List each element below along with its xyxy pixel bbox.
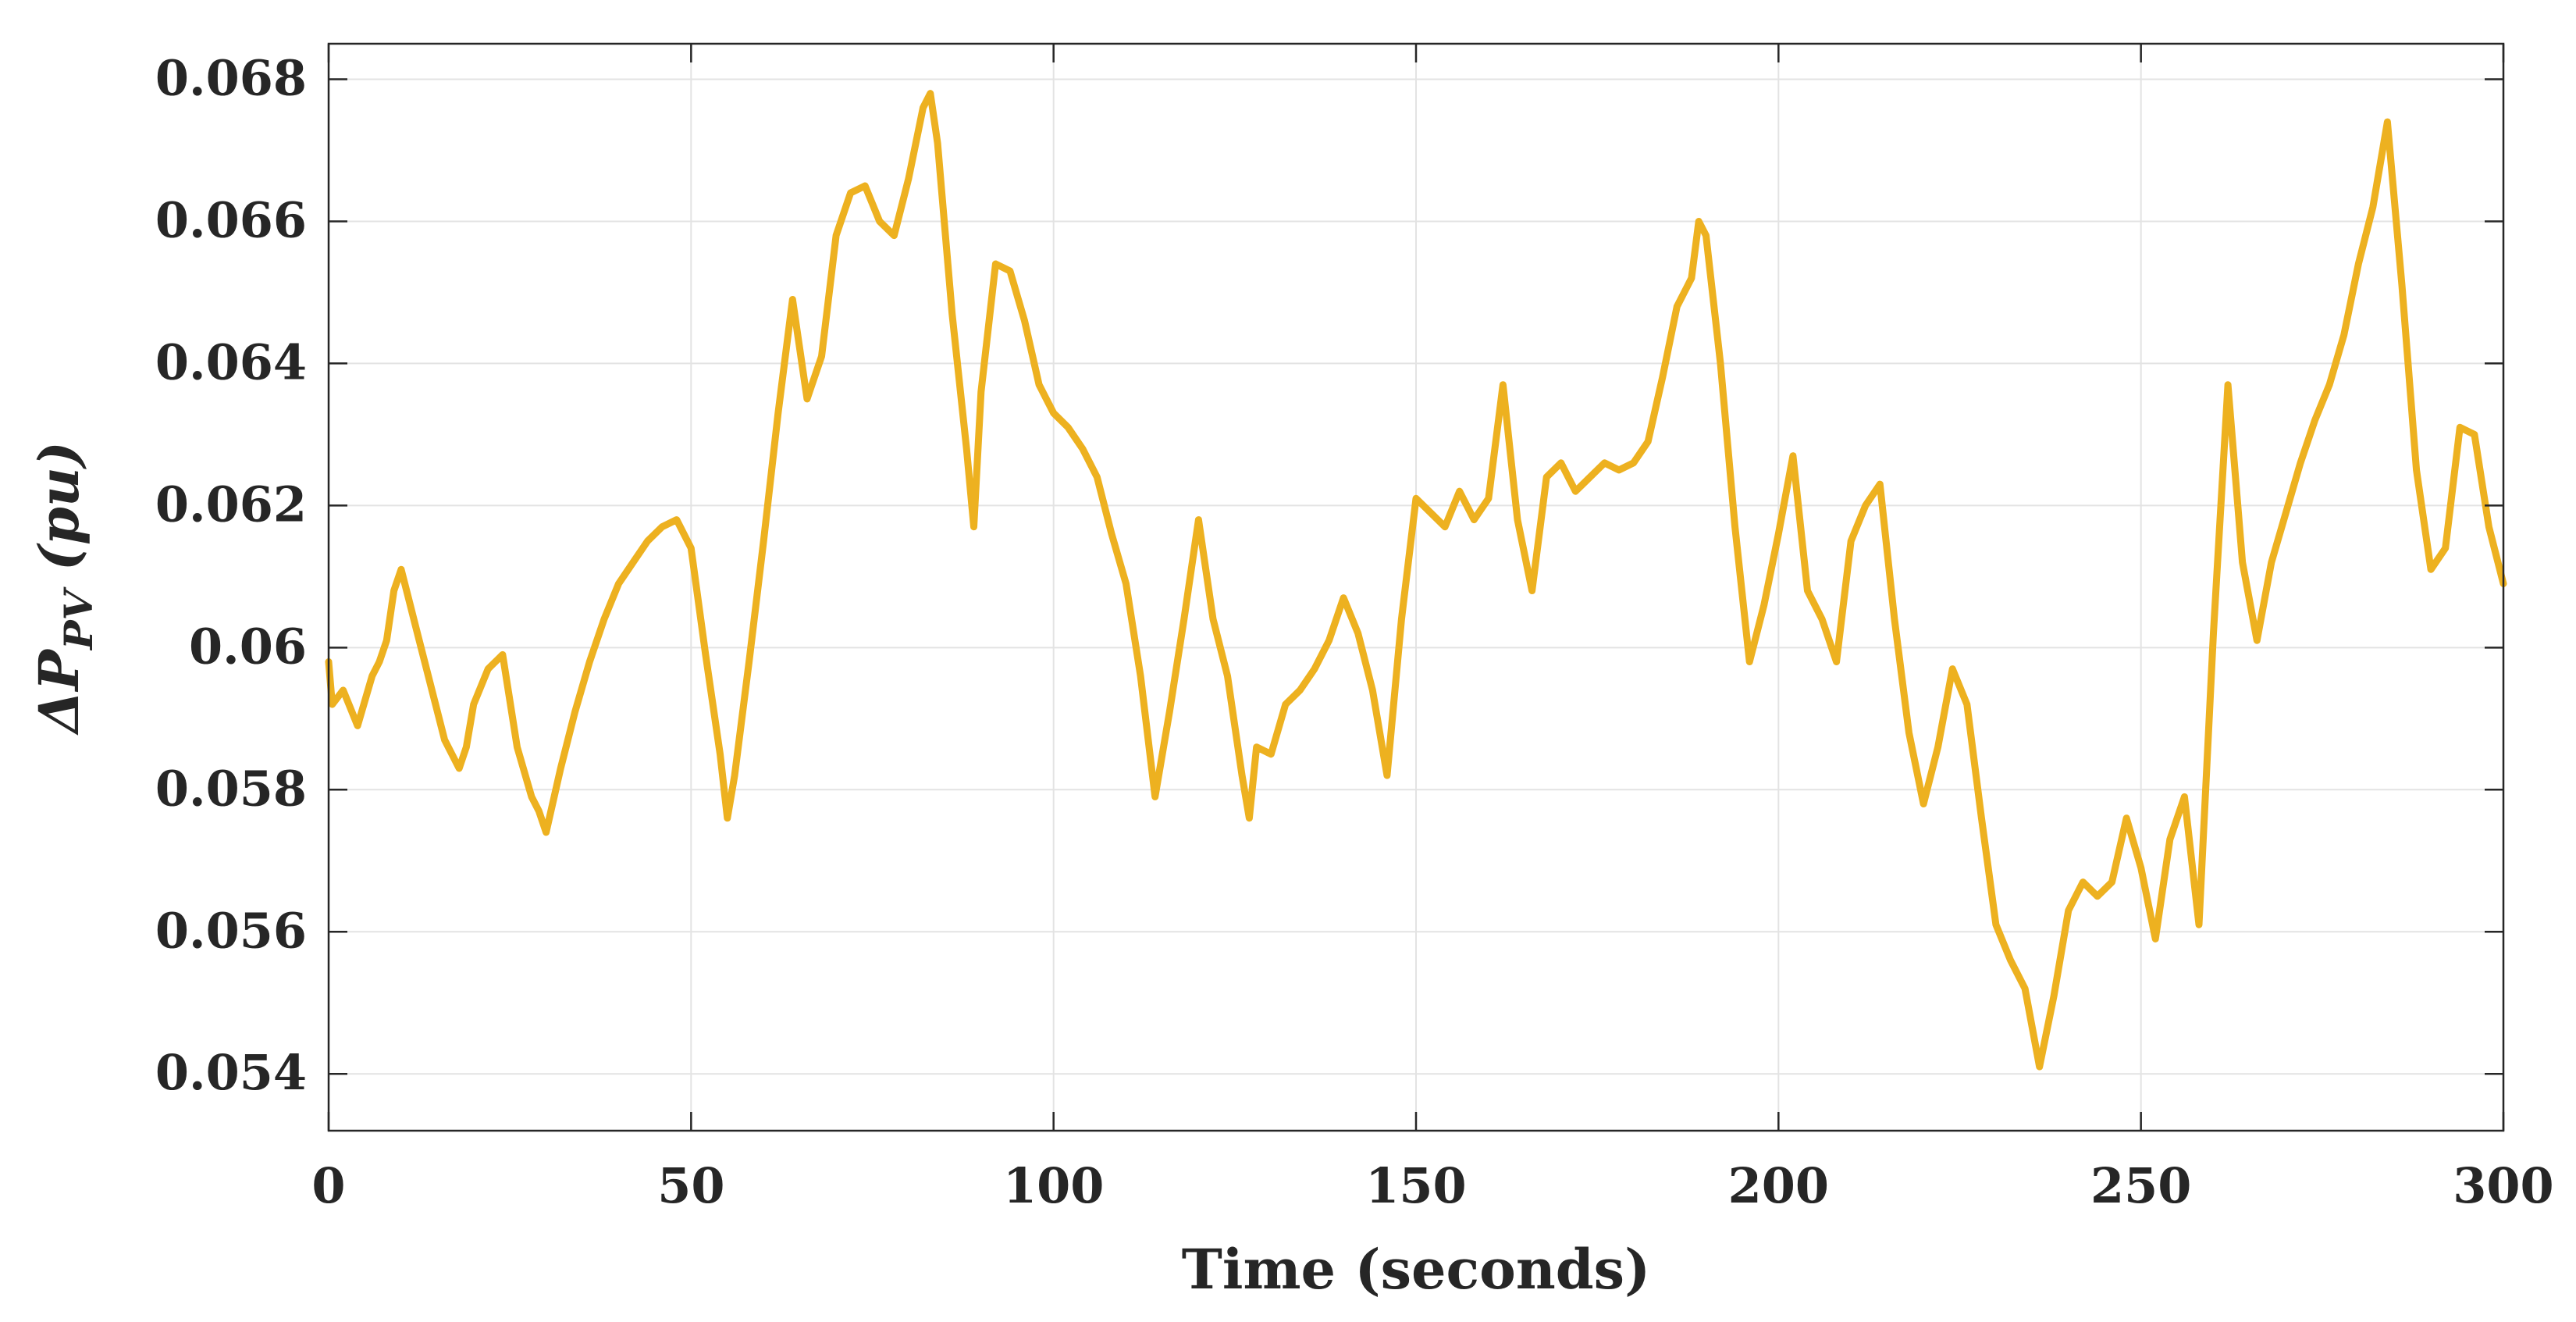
y-tick-label: 0.06 — [189, 618, 307, 675]
x-tick-label: 50 — [657, 1157, 724, 1214]
tick-marks — [327, 44, 2505, 1131]
series-group — [325, 90, 2507, 1071]
y-tick-label: 0.062 — [155, 476, 307, 533]
y-tick-label: 0.068 — [155, 49, 307, 106]
y-axis-title: ΔPPV (pu) — [27, 441, 101, 736]
y-tick-label: 0.056 — [155, 902, 307, 959]
x-tick-label: 150 — [1365, 1157, 1466, 1214]
x-tick-label: 100 — [1003, 1157, 1104, 1214]
y-tick-label: 0.064 — [155, 333, 307, 390]
y-tick-labels: 0.054 0.056 0.058 0.06 0.062 0.064 0.066 0.068 — [155, 49, 307, 1101]
y-tick-label: 0.054 — [155, 1044, 307, 1101]
series-line — [325, 90, 2507, 1071]
x-axis-title: Time (seconds) — [1182, 1237, 1650, 1302]
y-axis-symbol: ΔP — [27, 648, 91, 736]
grid-lines — [328, 44, 2504, 1131]
x-tick-label: 200 — [1728, 1157, 1829, 1214]
x-tick-labels: 0 50 100 150 200 250 300 — [311, 1157, 2553, 1214]
y-axis-subscript: PV — [55, 586, 101, 651]
x-tick-label: 250 — [2090, 1157, 2191, 1214]
y-tick-label: 0.066 — [155, 191, 307, 248]
y-axis-unit: (pu) — [27, 441, 91, 590]
y-tick-label: 0.058 — [155, 760, 307, 817]
x-tick-label: 300 — [2453, 1157, 2553, 1214]
x-tick-label: 0 — [311, 1157, 345, 1214]
